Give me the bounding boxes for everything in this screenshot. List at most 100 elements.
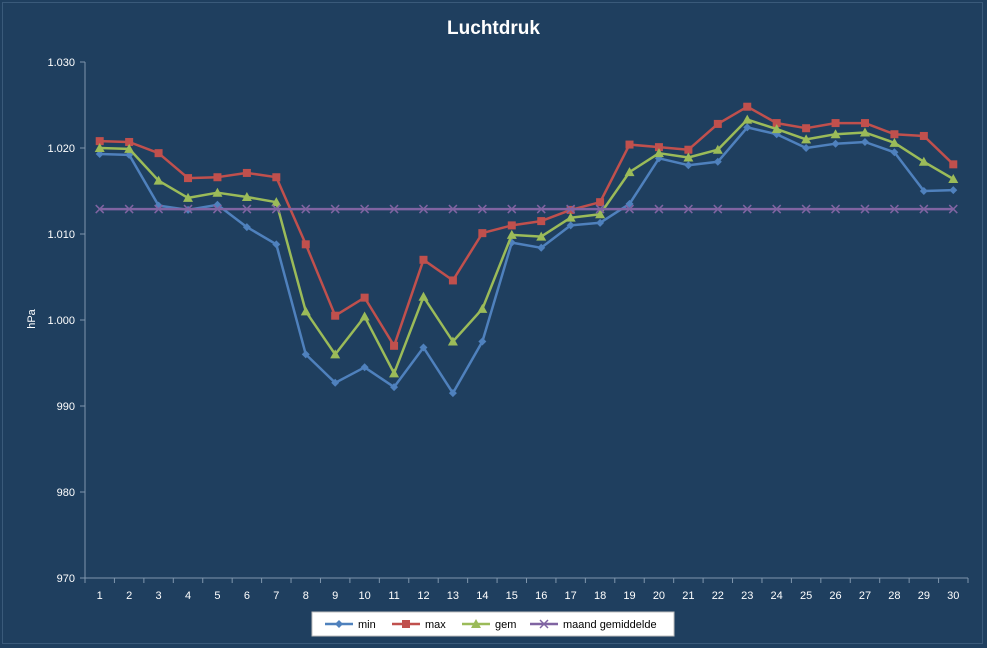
- series-max: [95, 102, 958, 350]
- data-point: [802, 144, 811, 152]
- x-tick-label: 5: [214, 590, 220, 602]
- data-point: [890, 148, 899, 157]
- legend-entry: min: [325, 619, 376, 631]
- marker-stroke: [713, 204, 723, 214]
- data-point: [418, 204, 429, 214]
- data-point: [566, 221, 575, 230]
- marker-stroke: [95, 204, 105, 214]
- data-point: [713, 119, 722, 128]
- data-point: [948, 173, 959, 183]
- marker-stroke: [889, 204, 899, 214]
- series-layer: [94, 102, 959, 398]
- y-tick-label: 980: [57, 487, 75, 499]
- data-point: [801, 134, 812, 144]
- data-point: [772, 204, 782, 214]
- data-point: [684, 145, 693, 154]
- data-point: [683, 204, 693, 214]
- x-tick-label: 21: [682, 590, 694, 602]
- data-point: [537, 217, 546, 226]
- series-maand-gemiddelde: [95, 204, 958, 214]
- data-point: [418, 291, 429, 301]
- data-point: [477, 303, 488, 313]
- legend-label: maand gemiddelde: [563, 619, 657, 631]
- data-point: [447, 336, 458, 346]
- data-point: [919, 187, 928, 195]
- marker-stroke: [624, 204, 635, 214]
- marker-stroke: [683, 204, 693, 214]
- data-point: [831, 139, 840, 148]
- axes: [80, 61, 969, 583]
- data-point: [124, 204, 134, 214]
- data-point: [213, 173, 222, 182]
- y-tick-label: 1.020: [47, 143, 75, 155]
- data-point: [300, 306, 311, 316]
- data-point: [654, 204, 664, 214]
- data-point: [949, 160, 958, 169]
- x-tick-label: 11: [388, 590, 399, 602]
- legend-marker: [539, 619, 549, 629]
- data-point: [184, 174, 193, 183]
- chart-title: Luchtdruk: [447, 18, 540, 39]
- marker-stroke: [477, 204, 487, 214]
- series-min: [95, 123, 958, 398]
- y-tick-label: 970: [57, 573, 75, 585]
- marker-stroke: [330, 204, 340, 214]
- data-point: [596, 218, 605, 227]
- data-point: [95, 137, 104, 146]
- legend: min max gem maand gemiddelde: [311, 611, 675, 637]
- x-tick-label: 23: [741, 590, 753, 602]
- series-line: [99, 105, 955, 348]
- data-point: [390, 383, 399, 392]
- x-tick-label: 14: [476, 590, 488, 602]
- data-point: [713, 204, 723, 214]
- data-point: [359, 311, 370, 321]
- x-tick-label: 19: [623, 590, 635, 602]
- data-point: [272, 173, 281, 182]
- x-tick-label: 6: [244, 590, 250, 602]
- data-point: [360, 293, 369, 302]
- data-point: [683, 152, 694, 162]
- series-line: [99, 126, 954, 395]
- data-point: [713, 157, 722, 166]
- data-point: [360, 363, 369, 372]
- marker-stroke: [360, 204, 370, 214]
- data-point: [742, 204, 752, 214]
- legend-entry: maand gemiddelde: [530, 619, 657, 631]
- x-tick-label: 4: [185, 590, 191, 602]
- data-point: [625, 140, 634, 149]
- x-tick-label: 12: [417, 590, 429, 602]
- data-point: [95, 150, 104, 159]
- data-point: [831, 204, 841, 214]
- series-line: [99, 118, 954, 375]
- x-tick-label: 7: [273, 590, 279, 602]
- data-point: [419, 255, 428, 264]
- marker-stroke: [507, 204, 517, 214]
- x-tick-label: 26: [829, 590, 841, 602]
- data-point: [889, 137, 900, 147]
- data-point: [743, 102, 752, 111]
- data-point: [566, 204, 576, 214]
- x-tick-label: 25: [800, 590, 812, 602]
- x-tick-label: 1: [97, 590, 103, 602]
- data-point: [802, 124, 811, 133]
- data-point: [331, 378, 340, 387]
- marker-stroke: [860, 204, 870, 214]
- data-point: [536, 204, 546, 214]
- legend-marker: [335, 620, 343, 628]
- x-tick-label: 28: [888, 590, 900, 602]
- legend-entry: gem: [462, 619, 516, 631]
- data-point: [625, 199, 634, 208]
- data-point: [653, 148, 664, 158]
- marker-stroke: [772, 204, 782, 214]
- data-point: [272, 240, 281, 249]
- marker-stroke: [389, 204, 399, 214]
- data-point: [125, 150, 134, 159]
- legend-label: gem: [495, 619, 516, 631]
- data-point: [125, 137, 134, 146]
- data-point: [537, 243, 546, 252]
- x-tick-label: 8: [303, 590, 309, 602]
- data-point: [389, 368, 400, 378]
- data-point: [743, 123, 752, 132]
